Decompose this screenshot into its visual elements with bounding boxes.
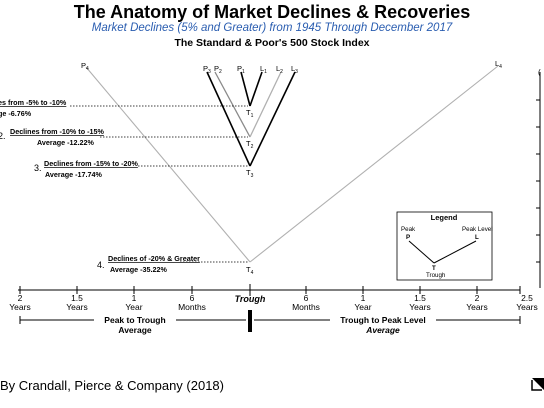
tick-trough: Trough xyxy=(235,294,266,304)
tick-value: 1 xyxy=(361,293,366,303)
decline-1-average: ge -6.76% xyxy=(0,109,32,118)
recovery-line-4 xyxy=(249,65,499,263)
left-section-subtitle: Average xyxy=(118,325,152,335)
peak-label-4: P4 xyxy=(81,61,89,72)
trough-divider xyxy=(248,310,252,332)
tick-unit: Year xyxy=(354,302,371,312)
peak-label-2: P2 xyxy=(214,64,222,75)
peak-labels: P4 P3 P2 P1 xyxy=(81,61,245,75)
legend-trough-label: Trough xyxy=(426,272,446,279)
legend-box xyxy=(396,211,493,281)
tick-unit: Years xyxy=(516,302,537,312)
tick-unit: Months xyxy=(178,302,206,312)
right-section-title: Trough to Peak Level xyxy=(340,315,426,325)
tick-value: 2 xyxy=(475,293,480,303)
tick-value: 1.5 xyxy=(414,293,426,303)
legend-title: Legend xyxy=(431,213,458,222)
recovery-line-1 xyxy=(249,71,263,107)
recovery-label-2: L2 xyxy=(276,64,283,75)
decline-line-1 xyxy=(240,71,251,107)
tick-unit: Years xyxy=(9,302,30,312)
legend-peak-level-label: Peak Level xyxy=(462,226,493,233)
decline-4-number: 4. xyxy=(97,260,105,270)
left-section-title: Peak to Trough xyxy=(104,315,165,325)
decline-2-average: Average -12.22% xyxy=(37,138,94,147)
recovery-label-1: L1 xyxy=(260,64,267,75)
right-section-subtitle: Average xyxy=(365,325,400,335)
tick-unit: Months xyxy=(292,302,320,312)
time-axis-labels: 2 Years 1.5 Years 1 Year 6 Months Trough… xyxy=(9,293,537,312)
recovery-label-3: L3 xyxy=(291,64,298,75)
decline-2-label: Declines from -10% to -15% xyxy=(10,127,104,136)
legend-trough-letter: T xyxy=(432,265,436,272)
legend-peak-label: Peak xyxy=(401,226,416,233)
trough-labels: T1 T2 T3 T4 xyxy=(246,108,254,276)
tick-value: 6 xyxy=(304,293,309,303)
decline-1-label: es from -5% to -10% xyxy=(0,98,67,107)
trough-label-3: T3 xyxy=(246,168,254,179)
tick-unit: Years xyxy=(409,302,430,312)
legend-level-letter: L xyxy=(475,234,479,241)
legend-decline-line xyxy=(408,240,435,264)
tick-value: 2.5 xyxy=(521,293,533,303)
leader-lines xyxy=(70,105,248,263)
decline-line-2 xyxy=(214,71,251,138)
decline-line-3 xyxy=(206,71,251,167)
time-axis-ticks xyxy=(19,284,521,296)
decline-3-average: Average -17.74% xyxy=(45,170,102,179)
tick-value: 6 xyxy=(190,293,195,303)
decline-2-number: 2. xyxy=(0,131,6,141)
decline-4-label: Declines of -20% & Greater xyxy=(108,254,200,263)
recovery-labels: L1 L2 L3 L4 xyxy=(260,59,502,75)
publisher-logo xyxy=(531,378,544,391)
right-axis-letter: ( xyxy=(538,68,541,77)
legend-peak-letter: P xyxy=(406,234,410,241)
decline-4-average: Average -35.22% xyxy=(110,265,167,274)
tick-value: 1.5 xyxy=(71,293,83,303)
right-scale-ticks xyxy=(536,99,540,263)
page-subtitle: Market Declines (5% and Greater) from 19… xyxy=(91,22,453,34)
decline-annotations: es from -5% to -10% ge -6.76% 2. Decline… xyxy=(0,98,200,274)
recovery-line-2 xyxy=(249,71,282,138)
credit-line: By Crandall, Pierce & Company (2018) xyxy=(0,378,224,393)
tick-value: 1 xyxy=(132,293,137,303)
decline-line-4 xyxy=(85,66,251,263)
index-name: The Standard & Poor's 500 Stock Index xyxy=(174,37,370,49)
recovery-line-3 xyxy=(249,71,296,167)
tick-value: 2 xyxy=(18,293,23,303)
right-section-mask xyxy=(330,314,436,325)
tick-unit: Years xyxy=(466,302,487,312)
left-section-mask xyxy=(94,314,176,325)
trough-label-2: T2 xyxy=(246,139,254,150)
decline-3-number: 3. xyxy=(34,163,42,173)
legend-recovery-line xyxy=(433,240,477,264)
recovery-label-4: L4 xyxy=(495,59,502,70)
peak-label-3: P3 xyxy=(203,64,211,75)
tick-unit: Years xyxy=(66,302,87,312)
tick-unit: Year xyxy=(125,302,142,312)
decline-3-label: Declines from -15% to -20% xyxy=(44,159,138,168)
trough-label-1: T1 xyxy=(246,108,254,119)
trough-label-4: T4 xyxy=(246,265,254,276)
page-title: The Anatomy of Market Declines & Recover… xyxy=(73,2,471,22)
peak-label-1: P1 xyxy=(237,64,245,75)
